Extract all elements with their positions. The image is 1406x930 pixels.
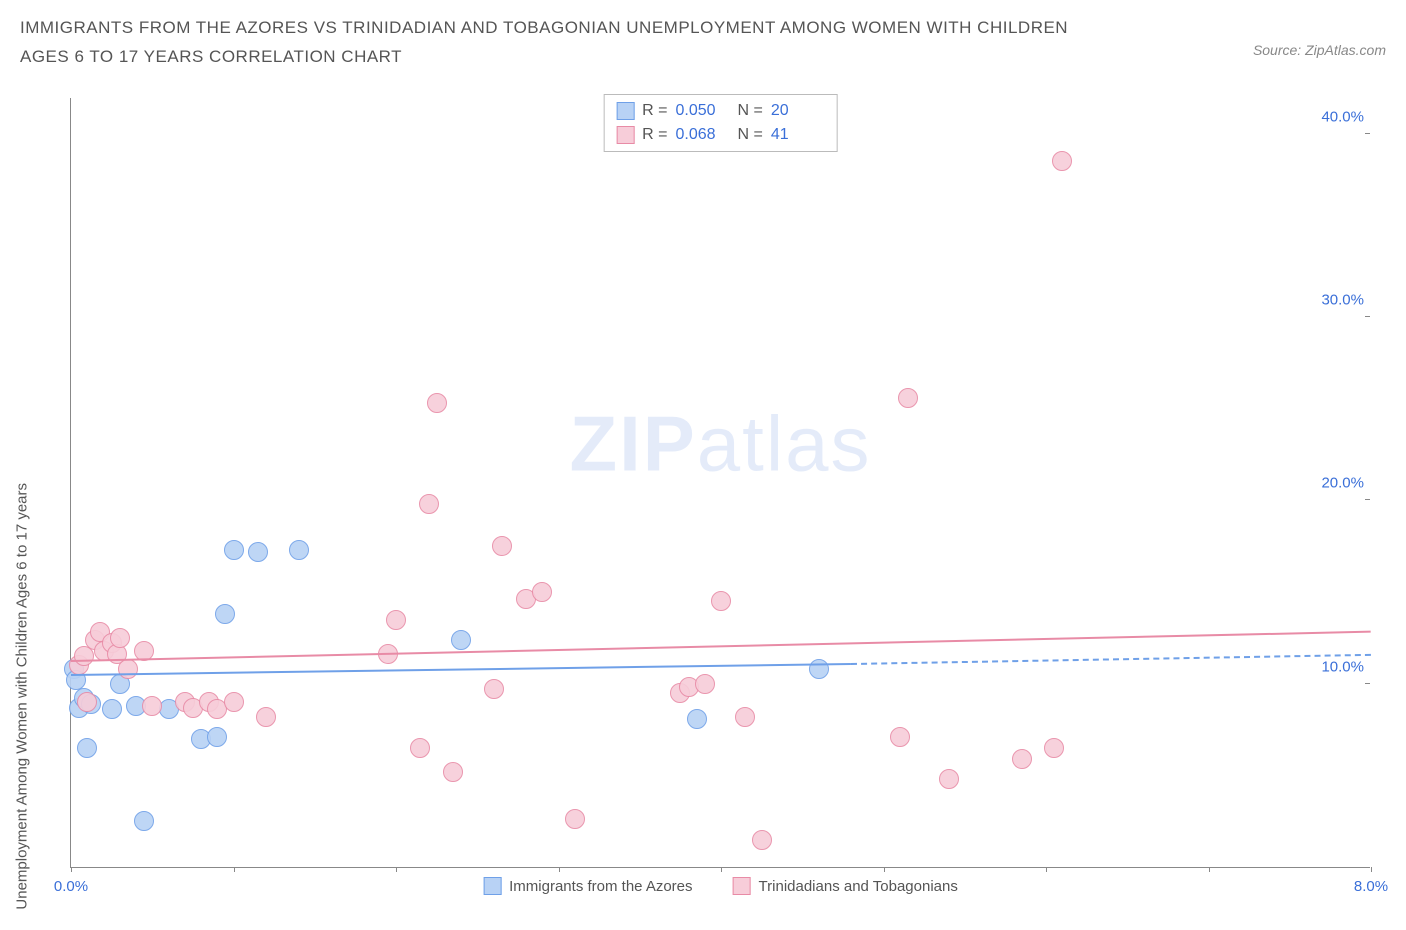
trend-line-dashed [851,654,1371,665]
data-point [939,769,959,789]
legend-correlation-box: R = 0.050 N = 20 R = 0.068 N = 41 [603,94,838,152]
x-tick-mark [234,867,235,872]
y-tick-label: 10.0% [1321,658,1364,675]
trend-line [71,663,851,676]
legend-series-item: Immigrants from the Azores [483,877,692,895]
data-point [102,699,122,719]
data-point [77,692,97,712]
y-tick-label: 20.0% [1321,475,1364,492]
legend-swatch [483,877,501,895]
data-point [565,809,585,829]
y-tick-mark [1365,683,1370,684]
x-tick-mark [396,867,397,872]
data-point [419,494,439,514]
chart-title: IMMIGRANTS FROM THE AZORES VS TRINIDADIA… [20,14,1120,72]
n-value: 20 [771,99,825,123]
n-label: N = [738,123,763,147]
data-point [142,696,162,716]
legend-swatch [733,877,751,895]
y-tick-mark [1365,499,1370,500]
data-point [427,393,447,413]
n-label: N = [738,99,763,123]
source-attribution: Source: ZipAtlas.com [1253,42,1386,58]
watermark: ZIPatlas [569,399,871,490]
data-point [451,630,471,650]
y-tick-label: 30.0% [1321,292,1364,309]
data-point [74,646,94,666]
y-tick-mark [1365,316,1370,317]
data-point [695,674,715,694]
data-point [386,610,406,630]
data-point [1044,738,1064,758]
r-value: 0.050 [676,99,730,123]
x-tick-mark [884,867,885,872]
y-tick-label: 40.0% [1321,108,1364,125]
data-point [118,659,138,679]
data-point [256,707,276,727]
n-value: 41 [771,123,825,147]
legend-series-label: Trinidadians and Tobagonians [759,878,958,895]
x-tick-mark [1046,867,1047,872]
data-point [410,738,430,758]
data-point [443,762,463,782]
legend-swatch [616,102,634,120]
x-tick-mark [71,867,72,872]
x-tick-label: 0.0% [54,878,88,895]
x-tick-mark [1209,867,1210,872]
x-tick-label: 8.0% [1354,878,1388,895]
data-point [248,542,268,562]
data-point [898,388,918,408]
legend-series: Immigrants from the Azores Trinidadians a… [483,877,958,895]
data-point [890,727,910,747]
data-point [1012,749,1032,769]
data-point [752,830,772,850]
data-point [711,591,731,611]
data-point [809,659,829,679]
data-point [207,727,227,747]
data-point [687,709,707,729]
data-point [289,540,309,560]
legend-stat-row: R = 0.068 N = 41 [616,123,825,147]
r-label: R = [642,99,667,123]
legend-swatch [616,126,634,144]
x-tick-mark [559,867,560,872]
data-point [735,707,755,727]
data-point [1052,151,1072,171]
x-tick-mark [1371,867,1372,872]
y-tick-mark [1365,133,1370,134]
legend-series-label: Immigrants from the Azores [509,878,692,895]
chart-container: Unemployment Among Women with Children A… [20,98,1386,898]
legend-series-item: Trinidadians and Tobagonians [733,877,958,895]
data-point [532,582,552,602]
data-point [110,628,130,648]
data-point [77,738,97,758]
data-point [134,811,154,831]
data-point [224,540,244,560]
r-label: R = [642,123,667,147]
plot-area: ZIPatlas R =0.050N =20R =0.068N =41 Immi… [70,98,1370,868]
legend-stat-row: R = 0.050 N = 20 [616,99,825,123]
x-tick-mark [721,867,722,872]
r-value: 0.068 [676,123,730,147]
data-point [224,692,244,712]
data-point [484,679,504,699]
data-point [492,536,512,556]
data-point [215,604,235,624]
